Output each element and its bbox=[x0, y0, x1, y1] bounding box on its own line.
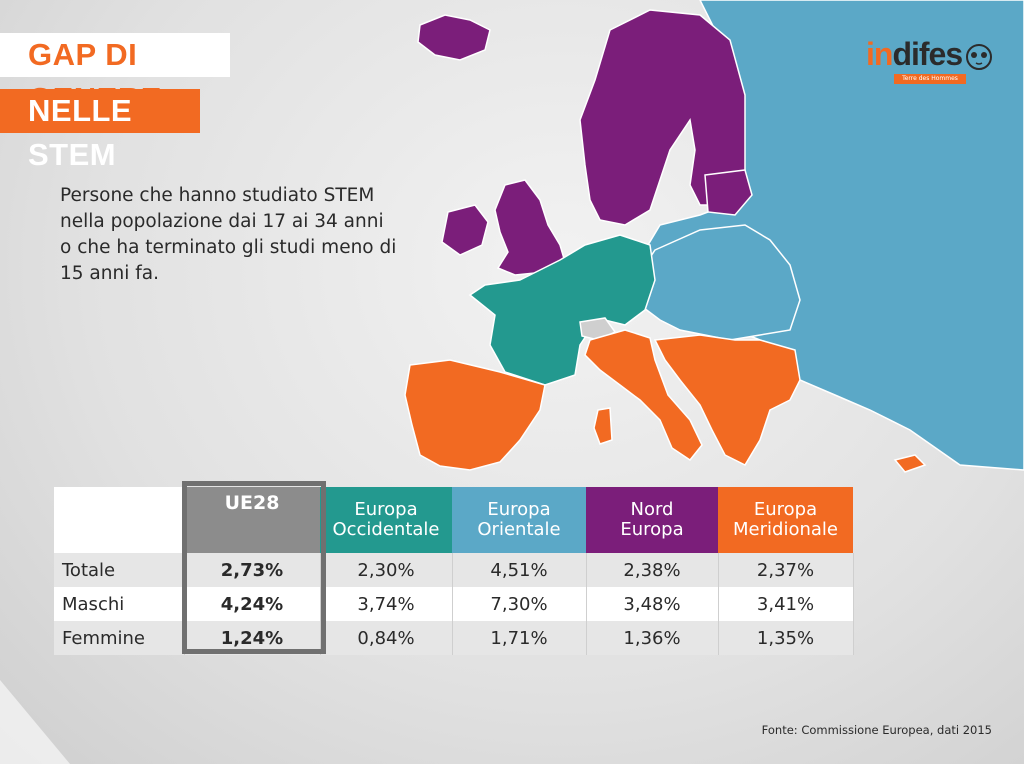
header-occidentale-line-2: Occidentale bbox=[332, 519, 440, 540]
map-region-meridionale-iberia bbox=[404, 359, 546, 471]
cell-ue28: 4,24% bbox=[184, 587, 321, 621]
cell-orientale: 7,30% bbox=[452, 587, 587, 621]
source-note: Fonte: Commissione Europea, dati 2015 bbox=[761, 723, 992, 737]
map-region-nord-scandinavia bbox=[579, 9, 746, 226]
header-orientale-line-2: Orientale bbox=[477, 519, 561, 540]
cell-orientale: 1,71% bbox=[452, 621, 587, 655]
description-text: Persone che hanno studiato STEM nella po… bbox=[60, 185, 397, 284]
header-orientale-line-1: Europa bbox=[487, 499, 551, 520]
header-nord-europa: Nord Europa bbox=[586, 487, 718, 553]
cell-nord: 1,36% bbox=[586, 621, 719, 655]
header-occidentale-line-1: Europa bbox=[354, 499, 418, 520]
map-region-nord-baltic bbox=[704, 169, 753, 216]
cell-meridionale: 1,35% bbox=[718, 621, 854, 655]
map-region-meridionale-cyprus bbox=[893, 454, 927, 473]
owl-mascot-icon bbox=[966, 44, 992, 70]
map-region-meridionale-balkans bbox=[653, 334, 801, 466]
map-region-meridionale-sardinia bbox=[593, 407, 613, 445]
row-label: Maschi bbox=[54, 587, 185, 621]
table-corner bbox=[54, 487, 184, 553]
logo-wordmark-first: in bbox=[866, 36, 893, 72]
map-region-nord-iceland bbox=[417, 14, 491, 61]
cell-ue28: 1,24% bbox=[184, 621, 321, 655]
cell-occidentale: 3,74% bbox=[320, 587, 453, 621]
table-header-row: UE28 Europa Occidentale Europa Orientale… bbox=[54, 487, 853, 553]
indifesa-logo: indifes Terre des Hommes bbox=[866, 38, 996, 98]
cell-nord: 3,48% bbox=[586, 587, 719, 621]
title-line-2: NELLE STEM bbox=[0, 89, 200, 172]
header-europa-meridionale: Europa Meridionale bbox=[718, 487, 853, 553]
cell-orientale: 4,51% bbox=[452, 553, 587, 587]
cell-occidentale: 0,84% bbox=[320, 621, 453, 655]
header-nord-line-2: Europa bbox=[620, 519, 684, 540]
header-meridionale-line-1: Europa bbox=[753, 499, 818, 520]
header-meridionale-line-2: Meridionale bbox=[733, 519, 838, 540]
cell-meridionale: 3,41% bbox=[718, 587, 854, 621]
cell-occidentale: 2,30% bbox=[320, 553, 453, 587]
row-label: Femmine bbox=[54, 621, 185, 655]
logo-wordmark: indifes bbox=[866, 38, 996, 70]
table-row-totale: Totale 2,73% 2,30% 4,51% 2,38% 2,37% bbox=[54, 553, 854, 587]
logo-tagline: Terre des Hommes bbox=[894, 74, 966, 84]
cell-meridionale: 2,37% bbox=[718, 553, 854, 587]
table-row-maschi: Maschi 4,24% 3,74% 7,30% 3,48% 3,41% bbox=[54, 587, 854, 621]
cell-ue28: 2,73% bbox=[184, 553, 321, 587]
header-nord-line-1: Nord bbox=[630, 499, 674, 520]
logo-wordmark-rest: difes bbox=[892, 36, 963, 72]
title-line-1: GAP DI GENERE bbox=[0, 33, 230, 116]
table-row-femmine: Femmine 1,24% 0,84% 1,71% 1,36% 1,35% bbox=[54, 621, 854, 655]
header-ue28: UE28 bbox=[184, 487, 320, 553]
map-region-meridionale-italy bbox=[584, 329, 703, 462]
header-europa-orientale: Europa Orientale bbox=[452, 487, 586, 553]
map-region-nord-ireland bbox=[441, 204, 489, 256]
cell-nord: 2,38% bbox=[586, 553, 719, 587]
header-europa-occidentale: Europa Occidentale bbox=[320, 487, 452, 553]
row-label: Totale bbox=[54, 553, 185, 587]
stem-gap-table: UE28 Europa Occidentale Europa Orientale… bbox=[54, 487, 854, 655]
